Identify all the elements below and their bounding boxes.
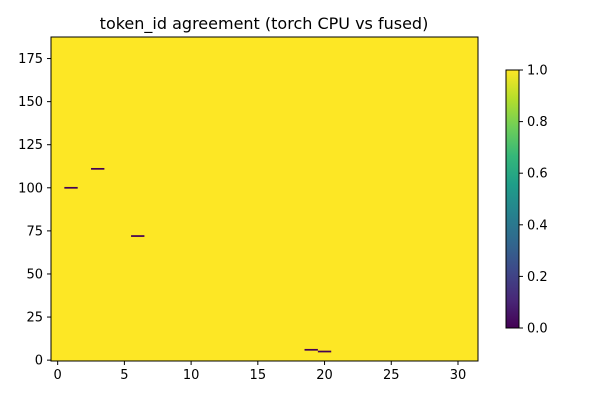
colorbar-gradient [506, 70, 519, 328]
y-axis: 0 25 50 75 100 125 150 175 [18, 52, 51, 369]
y-tick-label: 175 [18, 52, 43, 67]
y-tick-label: 125 [18, 138, 43, 153]
colorbar-ticks: 0.0 0.2 0.4 0.6 0.8 1.0 [519, 64, 548, 337]
mismatch-cells [64, 167, 332, 353]
x-tick-label: 15 [250, 368, 267, 383]
x-tick-label: 0 [54, 368, 62, 383]
y-tick-label: 75 [26, 224, 43, 239]
colorbar-tick-label: 0.4 [527, 218, 548, 233]
heatmap-background [51, 37, 478, 361]
x-tick-label: 10 [183, 368, 200, 383]
x-axis: 0 5 10 15 20 25 30 [54, 361, 467, 383]
x-tick-label: 30 [450, 368, 467, 383]
y-tick-label: 100 [18, 181, 43, 196]
y-tick-label: 150 [18, 95, 43, 110]
colorbar-tick-label: 0.2 [527, 270, 548, 285]
mismatch-cell [64, 186, 78, 189]
mismatch-cell [91, 167, 105, 170]
colorbar: 0.0 0.2 0.4 0.6 0.8 1.0 [505, 64, 548, 337]
heatmap-area [50, 36, 479, 362]
colorbar-tick-label: 1.0 [527, 64, 548, 79]
mismatch-cell [304, 348, 318, 351]
x-tick-label: 25 [383, 368, 400, 383]
y-tick-label: 25 [26, 311, 43, 326]
mismatch-cell [131, 235, 145, 237]
colorbar-tick-label: 0.8 [527, 115, 548, 130]
y-tick-label: 0 [35, 354, 43, 369]
colorbar-tick-label: 0.0 [527, 322, 548, 337]
colorbar-tick-label: 0.6 [527, 167, 548, 182]
x-tick-label: 5 [120, 368, 128, 383]
x-tick-label: 20 [316, 368, 333, 383]
y-tick-label: 50 [26, 267, 43, 282]
mismatch-cell [317, 350, 332, 353]
plot-frame [50, 36, 479, 362]
colorbar-frame [505, 69, 520, 329]
chart-title: token_id agreement (torch CPU vs fused) [100, 14, 429, 34]
